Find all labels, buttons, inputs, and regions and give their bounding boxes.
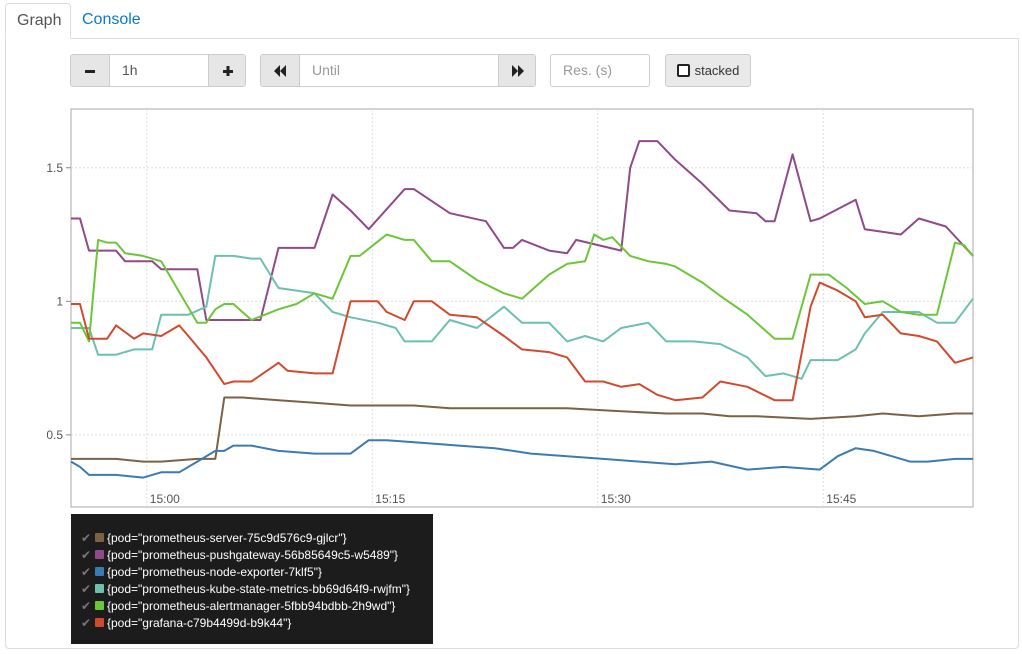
x-tick-label: 15:00 [150,492,180,506]
plot-area [70,108,974,508]
series-line-2[interactable] [70,439,973,479]
series-line-4[interactable] [71,233,974,343]
range-control: 1h [70,54,246,87]
x-tick-label: 15:15 [375,492,405,506]
legend-label: {pod="prometheus-node-exporter-7klf5"} [107,564,322,579]
legend-item[interactable]: ✔ {pod="prometheus-node-exporter-7klf5"} [71,563,433,580]
legend-swatch [95,567,104,576]
end-time-control: Until [260,54,536,87]
y-tick-label: 1 [56,294,63,308]
legend-label: {pod="prometheus-pushgateway-56b85649c5-… [107,547,399,562]
y-tick-label: 1.5 [46,161,63,175]
legend-swatch [95,618,104,627]
plus-icon [223,65,233,76]
backward-icon [274,64,286,77]
legend-item[interactable]: ✔ {pod="prometheus-kube-state-metrics-bb6… [71,580,433,597]
stacked-label: stacked [694,63,740,78]
legend-item[interactable]: ✔ {pod="prometheus-server-75c9d576c9-gjlc… [71,529,433,546]
legend-label: {pod="prometheus-server-75c9d576c9-gjlcr… [107,530,347,545]
legend-label: {pod="grafana-c79b4499d-b9k44"} [107,615,292,630]
tab-bar: Graph Console [5,3,1020,39]
graph-panel [5,38,1019,649]
check-icon: ✔ [81,598,92,613]
check-icon: ✔ [81,547,92,562]
legend-swatch [95,533,104,542]
series-line-1[interactable] [71,140,974,321]
legend-item[interactable]: ✔ {pod="grafana-c79b4499d-b9k44"} [71,614,433,631]
legend-swatch [95,584,104,593]
series-line-3[interactable] [71,254,974,380]
minus-icon [85,69,95,73]
range-decrease-button[interactable] [71,55,109,86]
resolution-input[interactable]: Res. (s) [550,54,650,87]
legend: ✔ {pod="prometheus-server-75c9d576c9-gjlc… [71,514,433,644]
x-tick-label: 15:30 [601,492,631,506]
time-forward-button[interactable] [499,55,535,86]
check-icon: ✔ [81,615,92,630]
check-icon: ✔ [81,564,92,579]
check-icon: ✔ [81,581,92,596]
until-input[interactable]: Until [299,55,499,86]
checkbox-icon [676,64,690,77]
legend-item[interactable]: ✔ {pod="prometheus-pushgateway-56b85649c5… [71,546,433,563]
x-tick-label: 15:45 [826,492,856,506]
series-line-5[interactable] [71,281,974,402]
tab-graph[interactable]: Graph [5,3,71,39]
y-tick-label: 0.5 [46,428,63,442]
legend-label: {pod="prometheus-alertmanager-5fbb94bdbb… [107,598,396,613]
legend-swatch [95,550,104,559]
legend-swatch [95,601,104,610]
time-back-button[interactable] [261,55,299,86]
stacked-toggle-button[interactable]: stacked [665,54,751,87]
range-input[interactable]: 1h [109,55,209,86]
tab-console[interactable]: Console [82,11,141,28]
series-line-0[interactable] [71,396,973,463]
forward-icon [512,64,524,77]
legend-item[interactable]: ✔ {pod="prometheus-alertmanager-5fbb94bdb… [71,597,433,614]
range-increase-button[interactable] [209,55,245,86]
check-icon: ✔ [81,530,92,545]
legend-label: {pod="prometheus-kube-state-metrics-bb69… [107,581,410,596]
